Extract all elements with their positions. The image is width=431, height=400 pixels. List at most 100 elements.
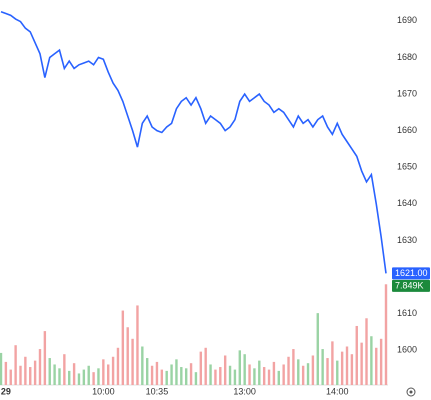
volume-bar	[321, 349, 324, 385]
volume-bar	[4, 361, 8, 385]
volume-label-box	[392, 279, 430, 292]
volume-bar	[248, 364, 251, 385]
volume-bar	[82, 369, 86, 385]
y-tick-label: 1660	[397, 125, 417, 135]
volume-bar	[331, 341, 334, 385]
volume-bar	[170, 364, 173, 385]
volume-bar	[150, 365, 154, 385]
volume-bar	[53, 364, 56, 385]
volume-bar	[33, 360, 37, 385]
volume-bar	[277, 370, 280, 385]
y-tick-label: 1630	[397, 235, 417, 245]
y-tick-label: 1690	[397, 15, 417, 25]
volume-bar	[87, 365, 90, 385]
volume-bar	[223, 355, 227, 385]
x-tick-label: 10:35	[146, 386, 169, 396]
volume-bar	[370, 336, 373, 385]
volume-bar	[38, 349, 42, 385]
volume-bar	[340, 351, 344, 385]
volume-bar	[267, 369, 271, 385]
volume-bar	[14, 345, 17, 385]
volume-bar	[9, 369, 12, 385]
volume-bar	[199, 351, 203, 385]
price-label-box	[392, 267, 430, 280]
price-label: 1621.00	[395, 268, 428, 278]
settings-icon[interactable]	[406, 387, 416, 397]
volume-bar	[258, 360, 261, 385]
volume-bar	[379, 338, 383, 385]
y-tick-label: 1650	[397, 162, 417, 172]
volume-bar	[243, 354, 246, 385]
volume-bar	[102, 359, 105, 385]
volume-bar	[184, 368, 188, 385]
volume-bar	[29, 367, 32, 385]
volume-bar	[58, 368, 61, 385]
volume-bar	[214, 369, 217, 385]
volume-bar	[189, 363, 193, 385]
volume-bar	[311, 355, 315, 385]
volume-bar	[253, 368, 256, 385]
volume-bar	[326, 358, 329, 385]
volume-bar	[77, 373, 81, 385]
volume-bar	[107, 364, 110, 385]
volume-bar	[19, 365, 22, 385]
volume-bar	[68, 370, 71, 385]
volume-bar	[233, 369, 237, 385]
settings-icon-dot	[409, 390, 413, 394]
volume-bar	[355, 325, 358, 385]
volume-bar	[287, 356, 290, 385]
price-line	[0, 10, 387, 274]
volume-bar	[316, 313, 319, 385]
y-tick-label: 1640	[397, 198, 417, 208]
volume-bar	[160, 369, 164, 385]
volume-bar	[24, 356, 27, 385]
volume-bar	[92, 372, 95, 385]
volume-bar	[306, 363, 310, 385]
x-tick-label: 10:00	[92, 386, 115, 396]
volume-bar	[131, 338, 134, 385]
volume-bar	[48, 358, 51, 385]
volume-bar	[97, 368, 100, 385]
volume-bar	[292, 349, 295, 385]
volume-bar	[365, 318, 368, 385]
volume-bar	[146, 358, 149, 385]
volume-bar	[175, 359, 178, 385]
y-tick-label: 1610	[397, 308, 417, 318]
volume-bar	[238, 350, 241, 385]
x-tick-label: 13:00	[233, 386, 256, 396]
volume-bar	[116, 347, 120, 385]
volume-bar	[262, 367, 266, 385]
volume-bar	[204, 347, 207, 385]
volume-bar	[194, 372, 198, 385]
x-tick-label: 14:00	[326, 386, 349, 396]
volume-bar	[136, 305, 139, 385]
volume-bar	[165, 370, 168, 385]
volume-bar	[375, 347, 378, 385]
volume-bar	[111, 356, 115, 385]
volume-bar	[63, 354, 66, 385]
volume-bar	[345, 346, 349, 385]
volume-label: 7.849K	[395, 280, 424, 290]
volume-bar	[209, 364, 212, 385]
volume-bar	[336, 360, 339, 385]
y-tick-label: 1600	[397, 345, 417, 355]
volume-bar	[360, 342, 363, 385]
volume-bar	[126, 327, 129, 385]
volume-bar	[384, 284, 388, 385]
x-tick-label: 29	[1, 386, 11, 396]
volume-bar	[121, 310, 125, 385]
volume-bar	[272, 361, 276, 385]
volume-bar	[155, 361, 159, 385]
volume-bar	[219, 367, 222, 385]
volume-bar	[141, 346, 144, 385]
volume-bar	[43, 331, 47, 385]
volume-bar	[72, 363, 76, 385]
volume-bar	[0, 352, 3, 385]
volume-bar	[350, 354, 354, 385]
volume-bar	[297, 359, 300, 385]
volume-bar	[282, 364, 285, 385]
volume-bar	[301, 365, 305, 385]
volume-bar	[180, 367, 183, 385]
y-tick-label: 1680	[397, 52, 417, 62]
